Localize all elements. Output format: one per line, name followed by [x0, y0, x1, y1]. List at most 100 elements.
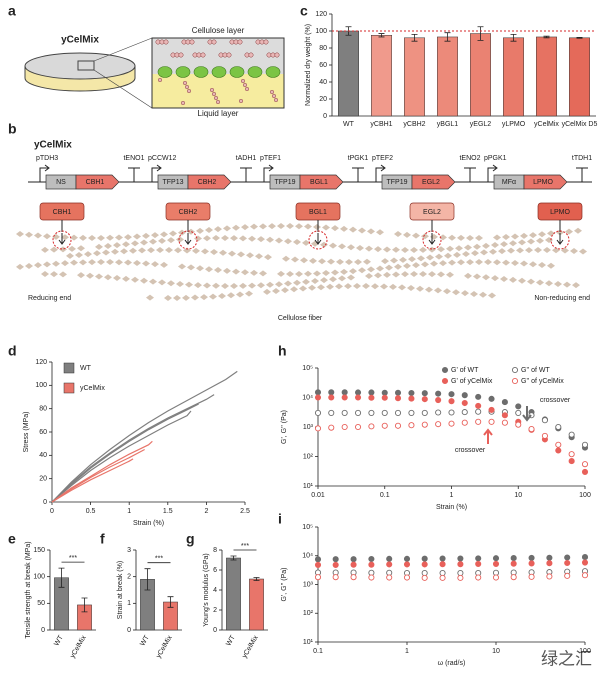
glucose-unit — [61, 234, 69, 241]
glucose-unit — [480, 249, 488, 256]
legend-label: G' of yCelMix — [451, 378, 493, 385]
glucose-unit — [394, 263, 402, 270]
significance-label: *** — [69, 555, 77, 562]
glucose-unit — [295, 223, 303, 230]
particle — [244, 86, 250, 92]
data-point — [408, 409, 415, 416]
error-bar — [253, 577, 260, 581]
data-point — [386, 555, 393, 562]
data-point — [528, 573, 535, 580]
glucose-unit — [227, 292, 235, 299]
legend-swatch — [63, 382, 75, 394]
glucose-unit — [536, 237, 544, 244]
glucose-unit — [426, 254, 434, 261]
data-point — [394, 422, 402, 429]
fiber-label: Cellulose fiber — [278, 315, 323, 322]
x-tick-label: 0.01 — [311, 492, 325, 499]
layer-inset — [151, 37, 285, 109]
particle — [170, 52, 176, 58]
particle — [218, 52, 224, 58]
y-tick-label: 10⁴ — [302, 394, 313, 401]
glucose-unit — [313, 223, 321, 230]
glucose-unit — [106, 259, 114, 266]
glucose-unit — [502, 234, 510, 241]
glucose-unit — [187, 264, 195, 271]
glucose-unit — [518, 239, 526, 246]
glucose-unit — [140, 239, 148, 246]
glucose-unit — [502, 259, 510, 266]
data-point — [488, 395, 495, 402]
glucose-unit — [194, 235, 202, 242]
particle — [229, 39, 235, 45]
data-point — [328, 389, 335, 396]
y-tick-label: 3 — [127, 547, 131, 554]
glucose-unit — [248, 235, 256, 242]
error-bar — [58, 567, 65, 588]
glucose-unit — [412, 262, 420, 269]
glucose-unit — [302, 239, 310, 246]
glucose-unit — [142, 232, 150, 239]
data-point — [461, 392, 468, 399]
error-bar — [510, 34, 517, 42]
data-point — [421, 421, 428, 428]
glucose-unit — [257, 236, 265, 243]
glucose-unit — [572, 282, 580, 289]
glucose-unit — [66, 252, 74, 259]
glucose-unit — [266, 236, 274, 243]
data-point — [314, 409, 322, 416]
glucose-unit — [201, 248, 209, 255]
glucose-unit — [284, 238, 292, 245]
glucose-unit — [534, 247, 542, 254]
x-tick-label: 0 — [50, 508, 54, 515]
glucose-unit — [304, 270, 312, 277]
glucose-unit — [318, 258, 326, 265]
glucose-unit — [453, 251, 461, 258]
glucose-unit — [416, 285, 424, 292]
particle — [255, 39, 261, 45]
yeast-cell — [157, 66, 173, 78]
data-point — [421, 555, 428, 562]
glucose-unit — [77, 272, 85, 279]
data-point — [368, 574, 375, 581]
particle — [163, 39, 169, 45]
layer-label: Cellulose layer — [192, 26, 245, 35]
data-point — [475, 408, 482, 415]
particle — [233, 39, 239, 45]
bar — [536, 36, 557, 117]
glucose-unit — [471, 250, 479, 257]
glucose-unit — [347, 244, 355, 251]
glucose-unit — [374, 246, 382, 253]
data-point — [350, 561, 357, 568]
terminator — [576, 167, 588, 182]
data-point — [492, 560, 500, 567]
glucose-unit — [115, 259, 123, 266]
glucose-unit — [59, 246, 67, 253]
glucose-unit — [349, 268, 357, 275]
glucose-unit — [435, 253, 443, 260]
data-point — [564, 554, 571, 561]
y-tick-label: 8 — [213, 547, 217, 554]
glucose-unit — [41, 246, 49, 253]
glucose-unit — [203, 282, 211, 289]
glucose-unit — [338, 275, 346, 282]
layer-label: Liquid layer — [198, 109, 239, 118]
cleavage-site — [178, 230, 198, 250]
data-point — [581, 461, 589, 468]
glucose-unit — [34, 262, 42, 269]
data-point — [403, 574, 411, 581]
glucose-unit — [133, 233, 141, 240]
glucose-unit — [272, 287, 280, 294]
data-point — [368, 389, 375, 396]
glucose-unit — [317, 284, 325, 291]
panel-label: i — [278, 511, 282, 527]
glucose-unit — [383, 246, 391, 253]
legend-marker — [441, 377, 449, 385]
y-tick-label: 80 — [39, 406, 47, 413]
data-point — [386, 561, 393, 568]
particle — [263, 39, 269, 45]
bar — [569, 37, 590, 117]
glucose-unit — [525, 247, 533, 254]
signal-label: TFP19 — [386, 179, 407, 186]
glucose-unit — [194, 282, 202, 289]
y-tick-label: 0 — [41, 627, 45, 634]
